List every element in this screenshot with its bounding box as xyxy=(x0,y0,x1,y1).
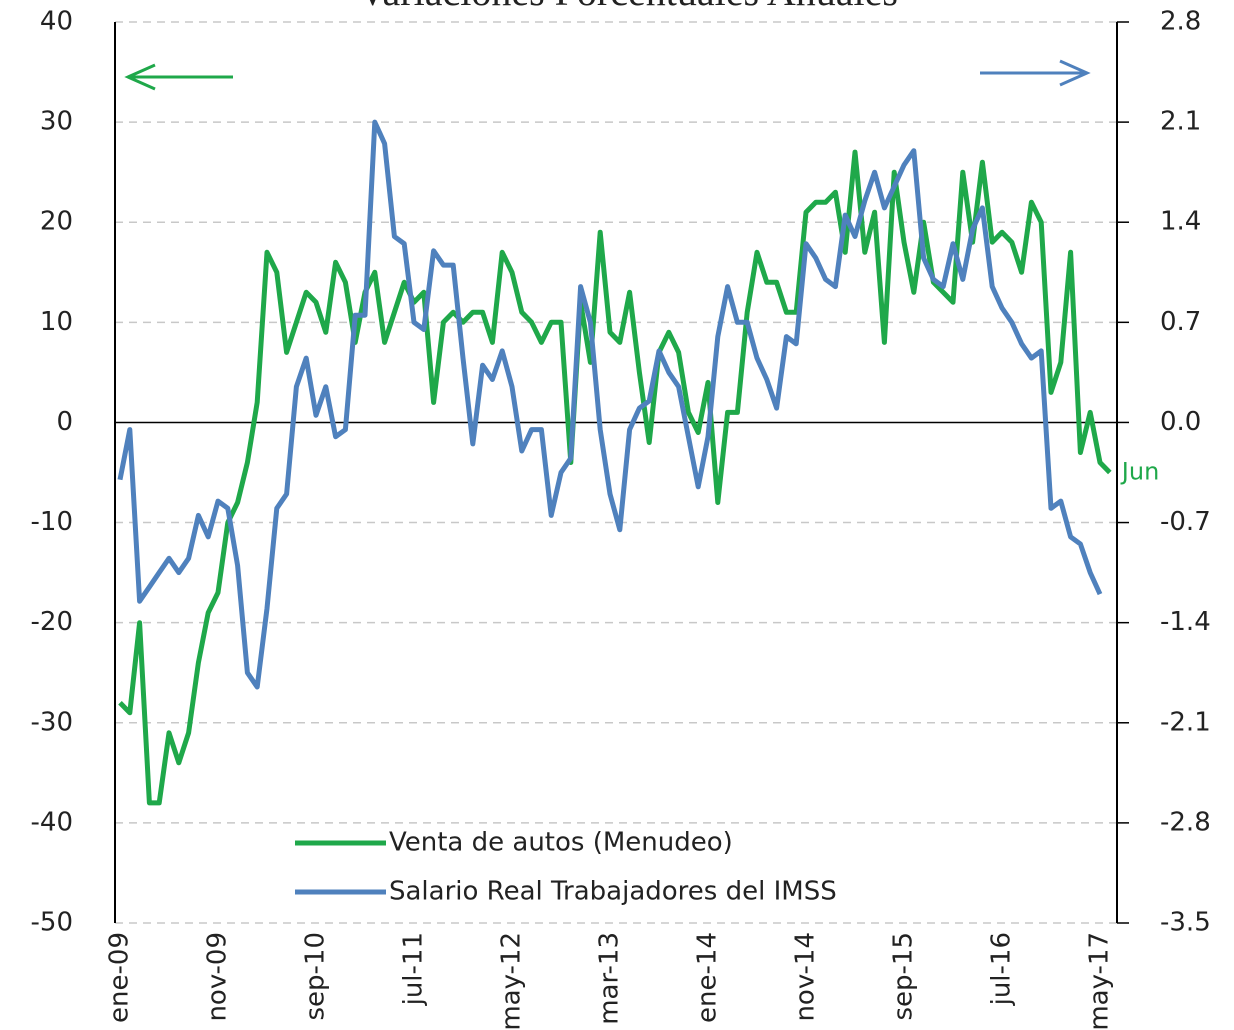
y2-tick-label: 1.4 xyxy=(1160,207,1201,237)
series-line xyxy=(118,149,1112,806)
chart-title: Variaciones Porcentuales Anuales xyxy=(358,0,898,14)
y2-tick-label: -3.5 xyxy=(1160,908,1211,938)
x-tick-label: ene-14 xyxy=(693,932,723,1023)
y-tick-label: -30 xyxy=(31,707,73,737)
y-tick-label: 10 xyxy=(40,307,73,337)
y-tick-label: 0 xyxy=(56,407,73,437)
y2-tick-label: 0.7 xyxy=(1160,307,1201,337)
y-tick-label: -50 xyxy=(31,908,73,938)
x-tick-label: jul-16 xyxy=(987,932,1017,1006)
x-tick-label: nov-14 xyxy=(791,932,821,1022)
y2-tick-label: -2.1 xyxy=(1160,707,1211,737)
y-tick-label: -20 xyxy=(31,607,73,637)
y-tick-label: -40 xyxy=(31,807,73,837)
y2-tick-label: -2.8 xyxy=(1160,807,1211,837)
x-tick-label: nov-09 xyxy=(203,932,233,1022)
x-tick-label: may-12 xyxy=(497,932,527,1030)
annotation: Jun xyxy=(1120,458,1160,486)
y2-tick-label: -1.4 xyxy=(1160,607,1211,637)
legend-label: Venta de autos (Menudeo) xyxy=(389,828,733,858)
y-tick-label: 40 xyxy=(40,7,73,37)
x-tick-label: jul-11 xyxy=(399,932,429,1006)
y2-tick-label: -0.7 xyxy=(1160,507,1211,537)
left-arrow xyxy=(124,63,233,91)
y-tick-label: -10 xyxy=(31,507,73,537)
x-tick-label: sep-10 xyxy=(301,932,331,1021)
y-tick-label: 20 xyxy=(40,207,73,237)
x-tick-label: ene-09 xyxy=(105,932,135,1023)
legend-label: Salario Real Trabajadores del IMSS xyxy=(389,877,837,907)
x-tick-label: may-17 xyxy=(1085,932,1115,1030)
right-arrow xyxy=(980,59,1091,87)
y2-tick-label: 0.0 xyxy=(1160,407,1201,437)
series-line xyxy=(117,119,1103,690)
x-tick-label: sep-15 xyxy=(889,932,919,1021)
y2-tick-label: 2.1 xyxy=(1160,107,1201,137)
y-tick-label: 30 xyxy=(40,107,73,137)
y2-tick-label: 2.8 xyxy=(1160,7,1201,37)
x-tick-label: mar-13 xyxy=(595,932,625,1025)
